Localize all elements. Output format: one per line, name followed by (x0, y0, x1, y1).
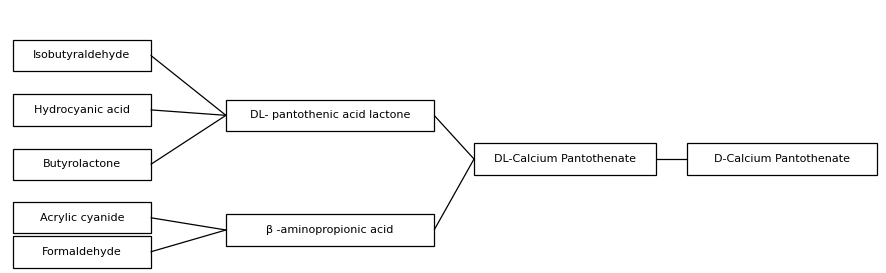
FancyBboxPatch shape (13, 202, 151, 233)
FancyBboxPatch shape (474, 143, 656, 175)
Text: Hydrocyanic acid: Hydrocyanic acid (34, 105, 130, 115)
Text: Isobutyraldehyde: Isobutyraldehyde (34, 50, 130, 60)
Text: Acrylic cyanide: Acrylic cyanide (40, 213, 124, 223)
Text: D-Calcium Pantothenate: D-Calcium Pantothenate (714, 154, 850, 164)
FancyBboxPatch shape (226, 100, 434, 131)
FancyBboxPatch shape (13, 236, 151, 268)
FancyBboxPatch shape (13, 94, 151, 126)
FancyBboxPatch shape (687, 143, 877, 175)
Text: Butyrolactone: Butyrolactone (43, 159, 121, 170)
FancyBboxPatch shape (13, 40, 151, 71)
FancyBboxPatch shape (13, 149, 151, 180)
Text: DL-Calcium Pantothenate: DL-Calcium Pantothenate (494, 154, 636, 164)
Text: Formaldehyde: Formaldehyde (42, 247, 122, 257)
Text: DL- pantothenic acid lactone: DL- pantothenic acid lactone (250, 110, 410, 120)
FancyBboxPatch shape (226, 214, 434, 246)
Text: β -aminopropionic acid: β -aminopropionic acid (267, 225, 393, 235)
